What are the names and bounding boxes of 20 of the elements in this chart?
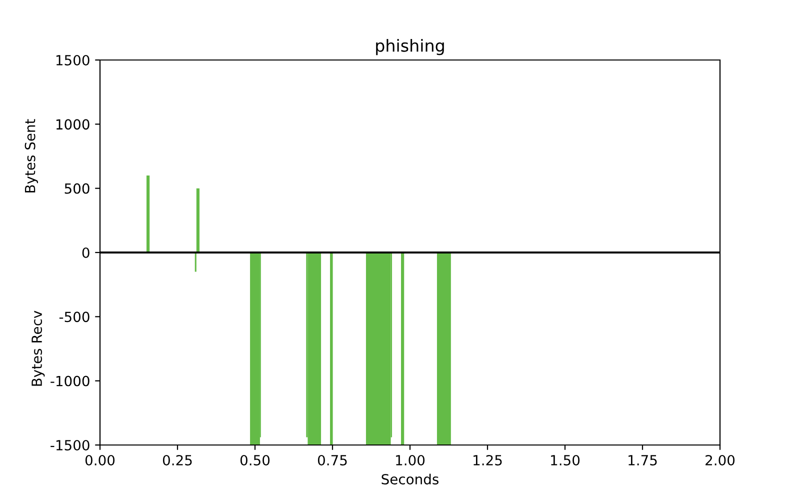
x-tick-label: 1.50: [551, 454, 580, 466]
x-tick-label: 1.00: [396, 454, 425, 466]
y-tick-label: 0: [82, 247, 90, 258]
x-tick-label: 0.25: [162, 454, 192, 466]
x-tick-label: 2.00: [706, 454, 735, 466]
chart-title: phishing: [376, 39, 444, 56]
text: Bytes Recv: [32, 310, 45, 386]
y-tick-label: 1500: [56, 54, 90, 66]
x-axis-title: Seconds: [382, 474, 438, 484]
x-tick-label: 0.75: [318, 454, 347, 466]
y-axis-title: Bytes Sent: [24, 119, 38, 192]
x-tick-label: 0.50: [240, 454, 270, 466]
x-tick-label: 0.00: [85, 454, 115, 466]
y-tick-label: -1500: [50, 440, 90, 450]
y-tick-label: 500: [64, 183, 90, 194]
y-tick-label: -500: [59, 312, 90, 322]
y-tick-label: -1000: [50, 376, 90, 386]
x-tick-label: 1.75: [628, 455, 657, 466]
y-tick-label: 1000: [56, 119, 90, 130]
x-tick-label: 1.25: [474, 454, 502, 466]
